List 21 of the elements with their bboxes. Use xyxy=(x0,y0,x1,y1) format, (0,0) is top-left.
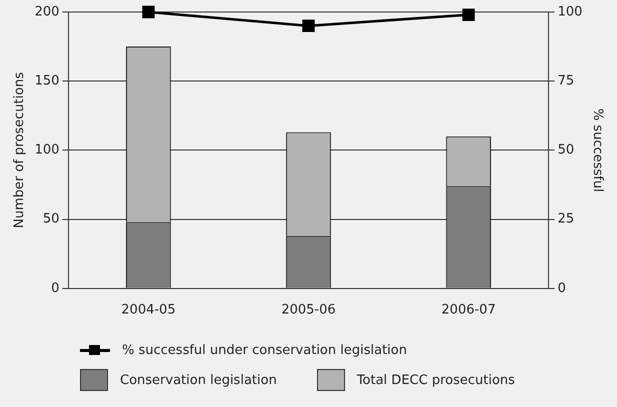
y2-tick-label: 0 xyxy=(558,280,566,296)
y2-tick-label: 25 xyxy=(558,212,574,227)
y-tick-label: 100 xyxy=(34,142,60,158)
legend-label: Total DECC prosecutions xyxy=(356,372,515,388)
x-tick-label: 2006-07 xyxy=(441,302,496,318)
y-tick-label: 200 xyxy=(34,4,60,20)
y-axis-title: Number of prosecutions xyxy=(12,72,28,228)
legend-label: Conservation legislation xyxy=(120,372,277,388)
point xyxy=(142,6,155,18)
x-tick-label: 2004-05 xyxy=(121,302,176,318)
legend-label: % successful under conservation legislation xyxy=(122,342,407,358)
y2-tick-label: 50 xyxy=(558,142,574,158)
y-tick-label: 0 xyxy=(51,280,60,296)
y-tick-label: 150 xyxy=(34,73,60,88)
y2-tick-label: 75 xyxy=(558,73,574,88)
point xyxy=(462,8,475,21)
y2-tick-label: 100 xyxy=(558,4,582,20)
y2-axis-title: % successful xyxy=(590,108,605,192)
point xyxy=(302,20,315,32)
y-tick-label: 50 xyxy=(42,212,60,227)
x-tick-label: 2005-06 xyxy=(281,302,336,318)
